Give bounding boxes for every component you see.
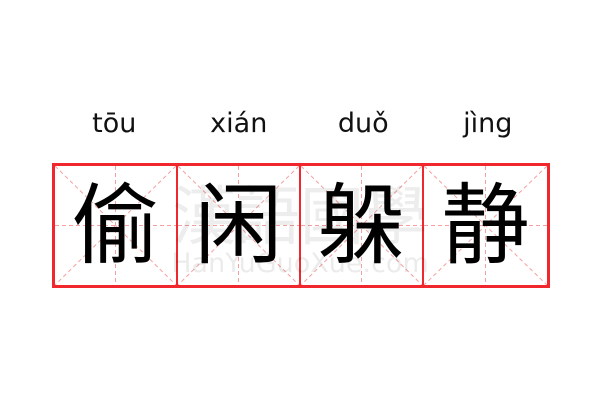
character-cell: 躲 xyxy=(301,166,424,285)
hanzi-3: 躲 xyxy=(317,173,406,277)
hanzi-1: 偷 xyxy=(71,173,160,277)
character-cell: 闲 xyxy=(178,166,301,285)
pinyin-4: jìng xyxy=(463,108,513,139)
character-cell: 静 xyxy=(424,166,547,285)
pinyin-2: xián xyxy=(210,108,268,139)
guide-lines xyxy=(424,166,547,285)
guide-lines xyxy=(178,166,299,285)
character-cell: 偷 xyxy=(55,166,178,285)
guide-lines xyxy=(301,166,422,285)
character-grid: 偷 闲 躲 静 xyxy=(52,163,550,288)
hanzi-2: 闲 xyxy=(194,173,283,277)
pinyin-3: duǒ xyxy=(337,108,389,139)
pinyin-1: tōu xyxy=(92,108,137,139)
hanzi-4: 静 xyxy=(441,173,530,277)
guide-lines xyxy=(55,166,176,285)
pinyin-row: tōu xián duǒ jìng xyxy=(52,108,550,139)
